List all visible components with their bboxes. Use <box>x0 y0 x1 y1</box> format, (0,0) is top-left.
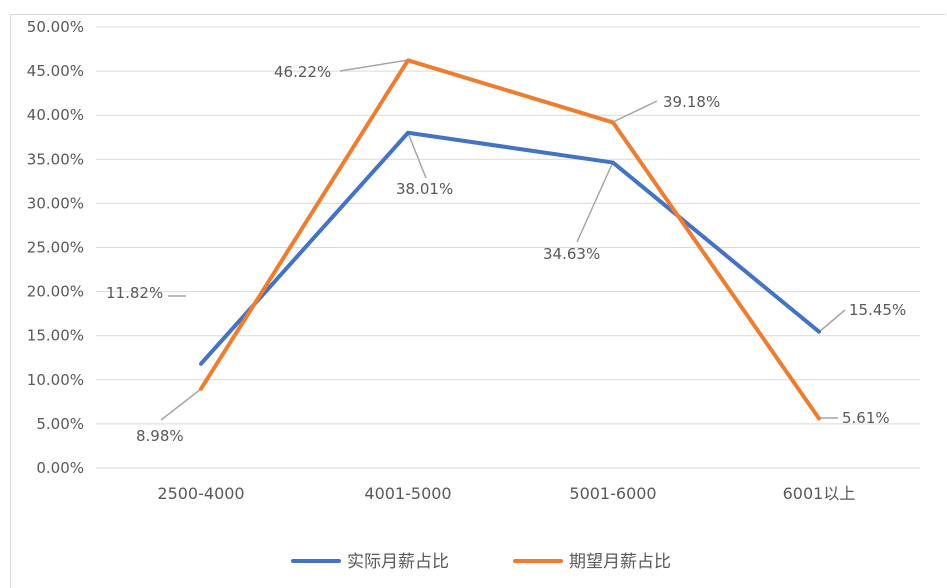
x-tick-label: 2500-4000 <box>157 484 244 503</box>
y-tick-label: 15.00% <box>27 327 84 345</box>
y-tick-label: 50.00% <box>27 18 84 36</box>
label-leader-lines <box>160 59 846 421</box>
data-labels: 11.82% 38.01% 34.63% 15.45% 8.98% 46.22% 39.18… <box>106 63 906 445</box>
y-tick-label: 45.00% <box>27 62 84 80</box>
leader-line <box>407 132 427 179</box>
series-line-1 <box>199 130 821 366</box>
data-label: 38.01% <box>396 180 453 198</box>
gridlines <box>96 26 920 469</box>
data-label: 11.82% <box>106 284 163 302</box>
data-label: 15.45% <box>849 301 906 319</box>
legend-label-2: 期望月薪占比 <box>569 552 671 572</box>
series-lines <box>199 58 821 421</box>
legend: 实际月薪占比 期望月薪占比 <box>291 552 671 572</box>
y-tick-label: 40.00% <box>27 106 84 124</box>
data-label: 39.18% <box>663 93 720 111</box>
y-tick-label: 35.00% <box>27 150 84 168</box>
x-tick-label: 6001以上 <box>783 484 856 503</box>
legend-label-1: 实际月薪占比 <box>347 552 449 572</box>
y-tick-label: 25.00% <box>27 239 84 257</box>
x-tick-label: 5001-6000 <box>569 484 656 503</box>
y-axis-ticks: 0.00% 5.00% 10.00% 15.00% 20.00% 25.00% 30.00%… <box>27 18 84 477</box>
leader-line <box>576 161 614 243</box>
series-line-2 <box>199 58 821 421</box>
x-axis-ticks: 2500-4000 4001-5000 5001-6000 6001以上 <box>157 484 855 503</box>
data-label: 5.61% <box>842 409 890 427</box>
leader-line <box>160 388 202 421</box>
chart-frame <box>10 14 946 588</box>
x-tick-label: 4001-5000 <box>364 484 451 503</box>
leader-line <box>612 100 658 123</box>
y-tick-label: 10.00% <box>27 371 84 389</box>
data-label: 34.63% <box>543 245 600 263</box>
data-label: 46.22% <box>274 63 331 81</box>
leader-line <box>818 309 846 333</box>
y-tick-label: 30.00% <box>27 194 84 212</box>
data-label: 8.98% <box>136 427 184 445</box>
y-tick-label: 5.00% <box>36 415 84 433</box>
y-tick-label: 20.00% <box>27 283 84 301</box>
leader-line <box>339 59 409 72</box>
y-tick-label: 0.00% <box>36 459 84 477</box>
